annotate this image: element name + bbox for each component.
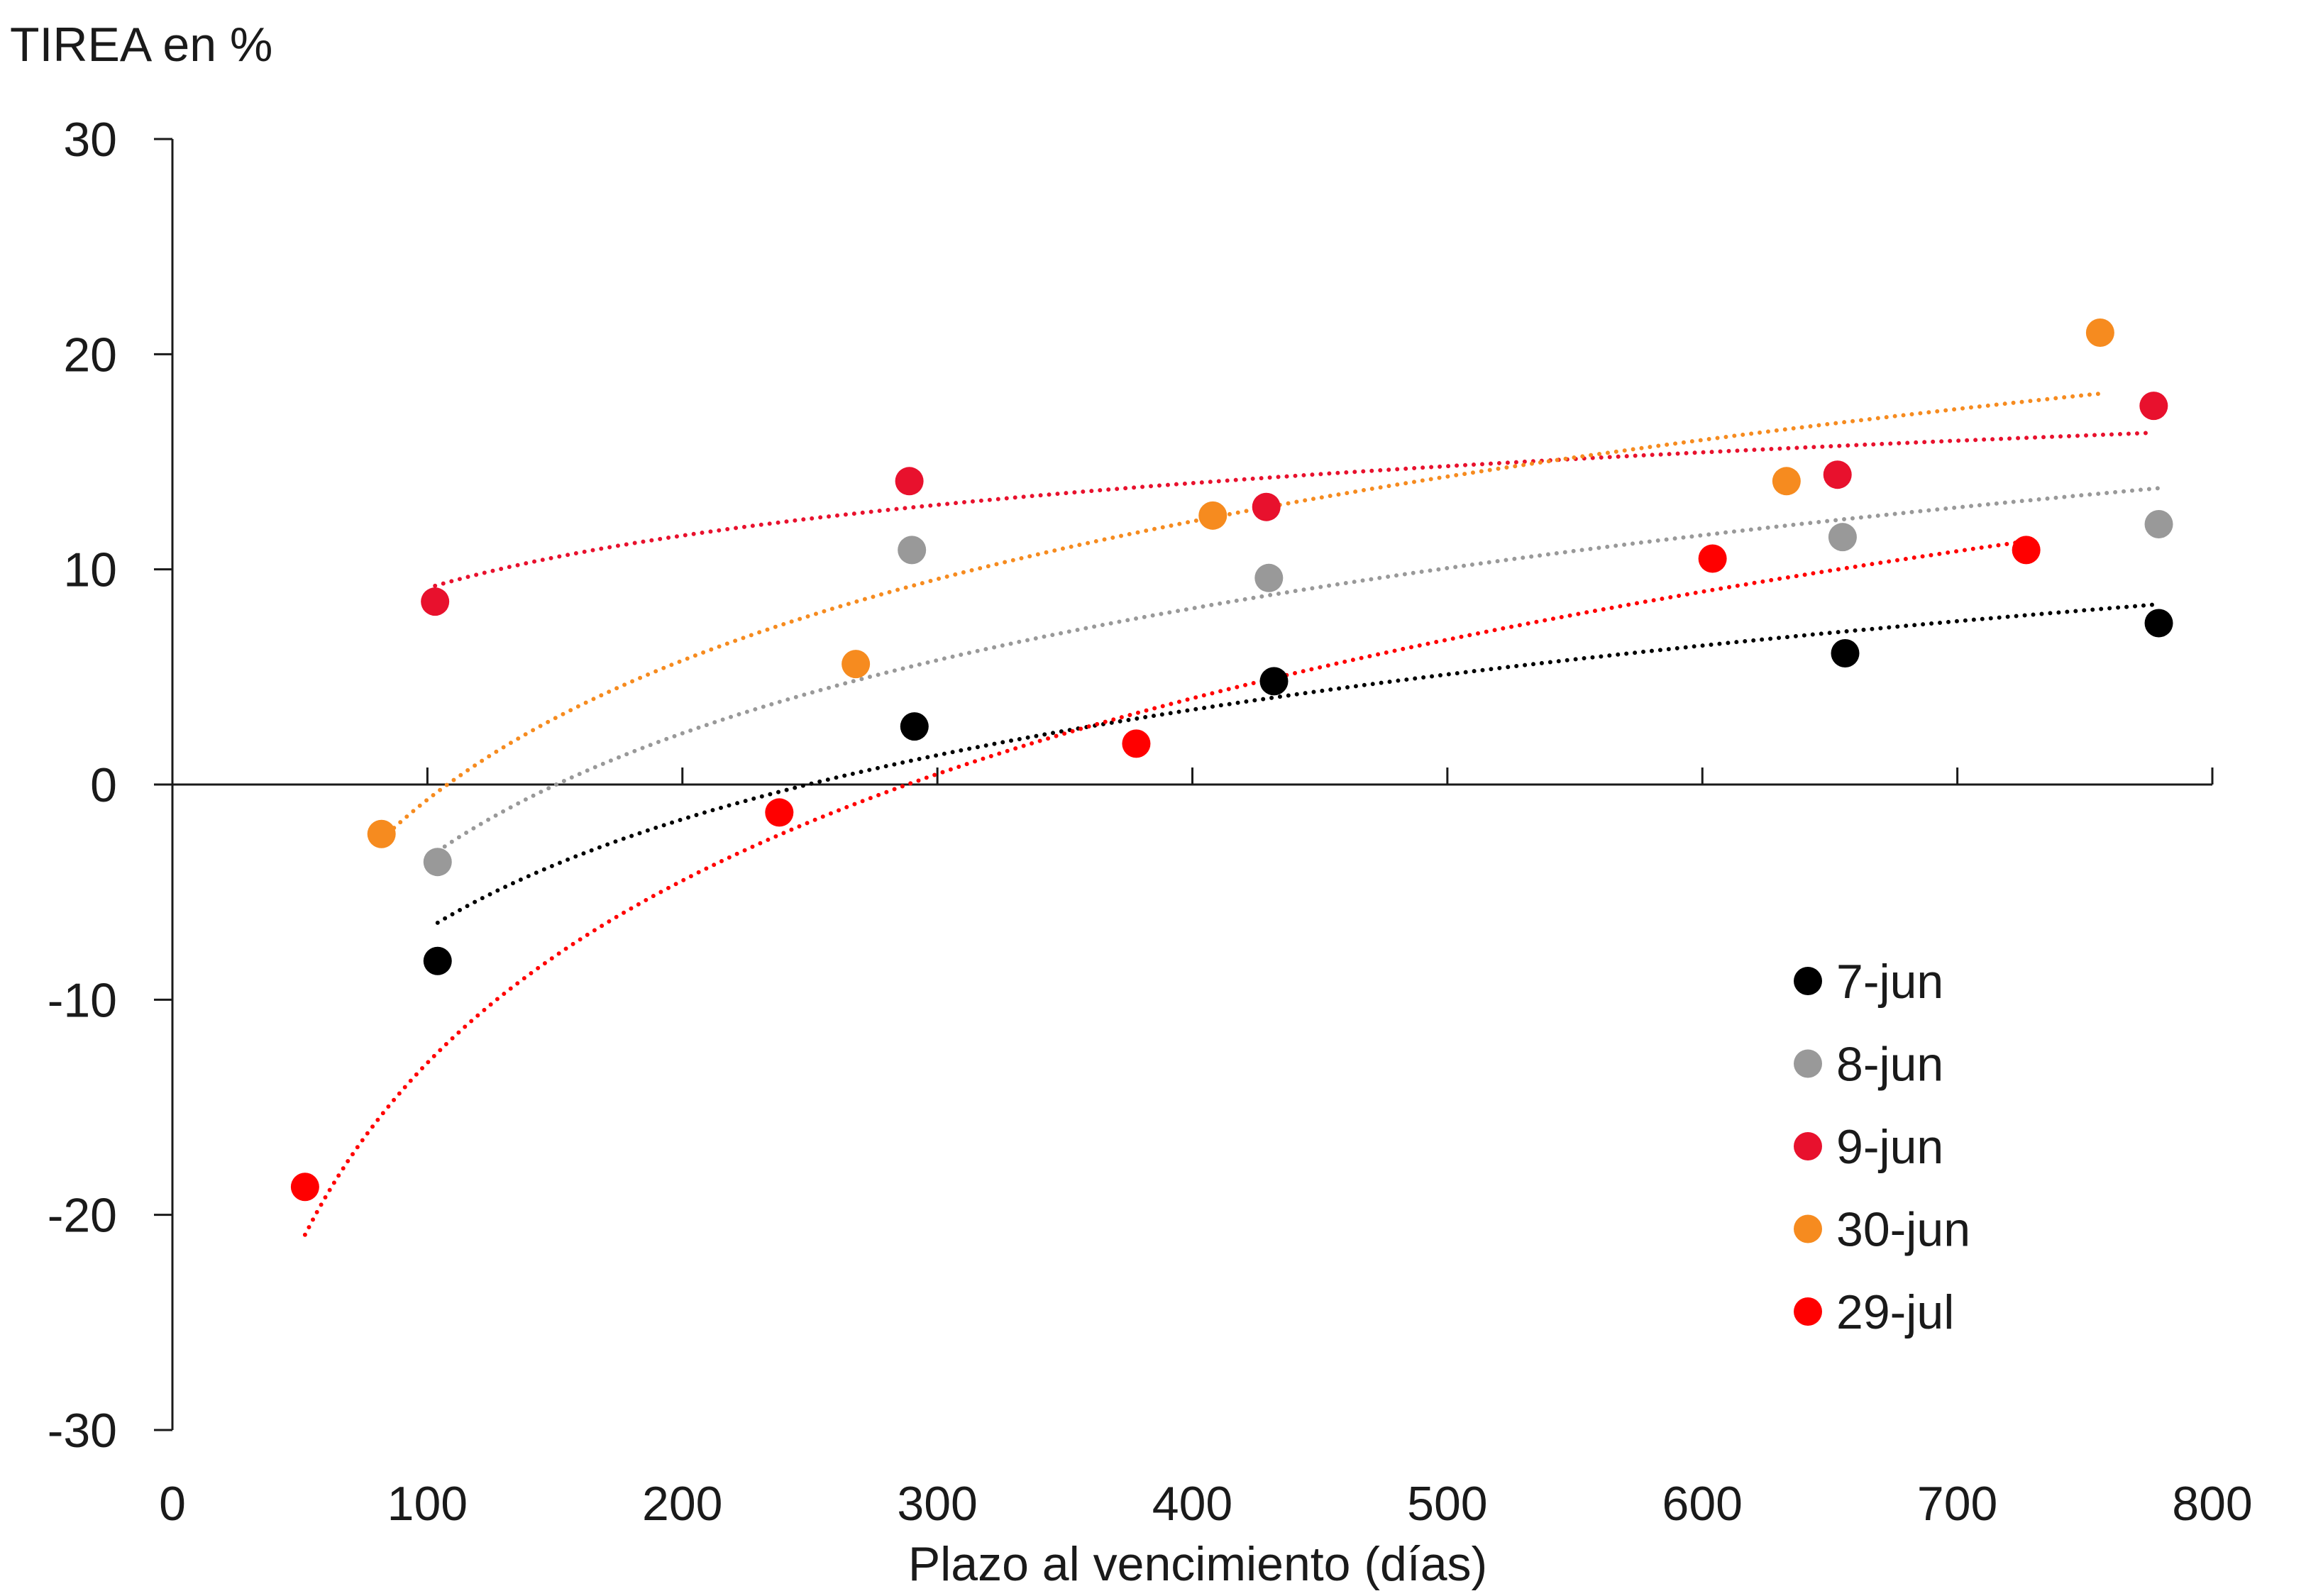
x-tick-label: 0 [159, 1477, 186, 1531]
x-tick-label: 400 [1152, 1477, 1232, 1531]
legend-label-29-jul: 29-jul [1836, 1285, 1954, 1339]
point-30-jun [1772, 467, 1801, 496]
legend-label-30-jun: 30-jun [1836, 1203, 1970, 1257]
legend-marker-8-jun [1794, 1049, 1822, 1078]
point-7-jun [1831, 638, 1860, 667]
x-axis-title: Plazo al vencimiento (días) [908, 1537, 1487, 1591]
y-tick-label: -30 [48, 1404, 117, 1458]
point-9-jun [2139, 392, 2168, 421]
point-30-jun [367, 819, 396, 848]
data-points [290, 318, 2173, 1202]
legend: 7-jun 8-jun 9-jun 30-jun 29-jul [1794, 955, 1970, 1339]
trendline-8-jun [435, 486, 2161, 853]
point-30-jun [1198, 501, 1228, 530]
point-8-jun [423, 848, 452, 877]
legend-marker-30-jun [1794, 1214, 1822, 1243]
legend-marker-7-jun [1794, 967, 1822, 995]
y-tick-label: -10 [48, 973, 117, 1027]
trendline-29-jul [302, 539, 2029, 1237]
x-tick-label: 200 [642, 1477, 722, 1531]
legend-label-9-jun: 9-jun [1836, 1120, 1943, 1174]
point-9-jun [421, 587, 450, 616]
point-8-jun [1254, 563, 1284, 592]
legend-marker-29-jul [1794, 1297, 1822, 1326]
point-30-jun [842, 650, 871, 679]
trendlines [302, 391, 2161, 1237]
point-7-jun [1259, 667, 1289, 696]
point-29-jul [765, 798, 794, 827]
x-tick-label: 300 [897, 1477, 977, 1531]
point-9-jun [1252, 492, 1281, 521]
point-8-jun [898, 536, 927, 565]
x-tick-label: 600 [1662, 1477, 1743, 1531]
y-tick-label: 30 [63, 113, 117, 167]
point-30-jun [2085, 318, 2114, 347]
point-9-jun [895, 467, 924, 496]
y-tick-label: 0 [90, 758, 117, 812]
y-tick-label: -20 [48, 1189, 117, 1243]
point-7-jun [2144, 609, 2173, 638]
legend-label-8-jun: 8-jun [1836, 1038, 1943, 1092]
point-8-jun [2144, 509, 2173, 538]
trendline-7-jun [435, 602, 2161, 925]
legend-marker-9-jun [1794, 1132, 1822, 1160]
point-8-jun [1828, 523, 1857, 552]
point-29-jul [1122, 729, 1151, 758]
y-axis-title: TIREA en % [10, 18, 272, 72]
point-29-jul [2012, 536, 2041, 565]
trendline-9-jun [433, 431, 2156, 588]
legend-label-7-jun: 7-jun [1836, 955, 1943, 1009]
x-tick-label: 500 [1407, 1477, 1487, 1531]
x-tick-label: 700 [1917, 1477, 1997, 1531]
y-tick-label: 20 [63, 328, 117, 382]
x-tick-label: 800 [2172, 1477, 2252, 1531]
x-tick-label: 100 [387, 1477, 468, 1531]
point-29-jul [290, 1173, 319, 1202]
point-7-jun [423, 946, 452, 975]
trendline-30-jun [379, 391, 2102, 842]
point-29-jul [1698, 544, 1727, 573]
point-7-jun [900, 712, 929, 741]
point-9-jun [1823, 460, 1852, 489]
y-tick-label: 10 [63, 543, 117, 597]
